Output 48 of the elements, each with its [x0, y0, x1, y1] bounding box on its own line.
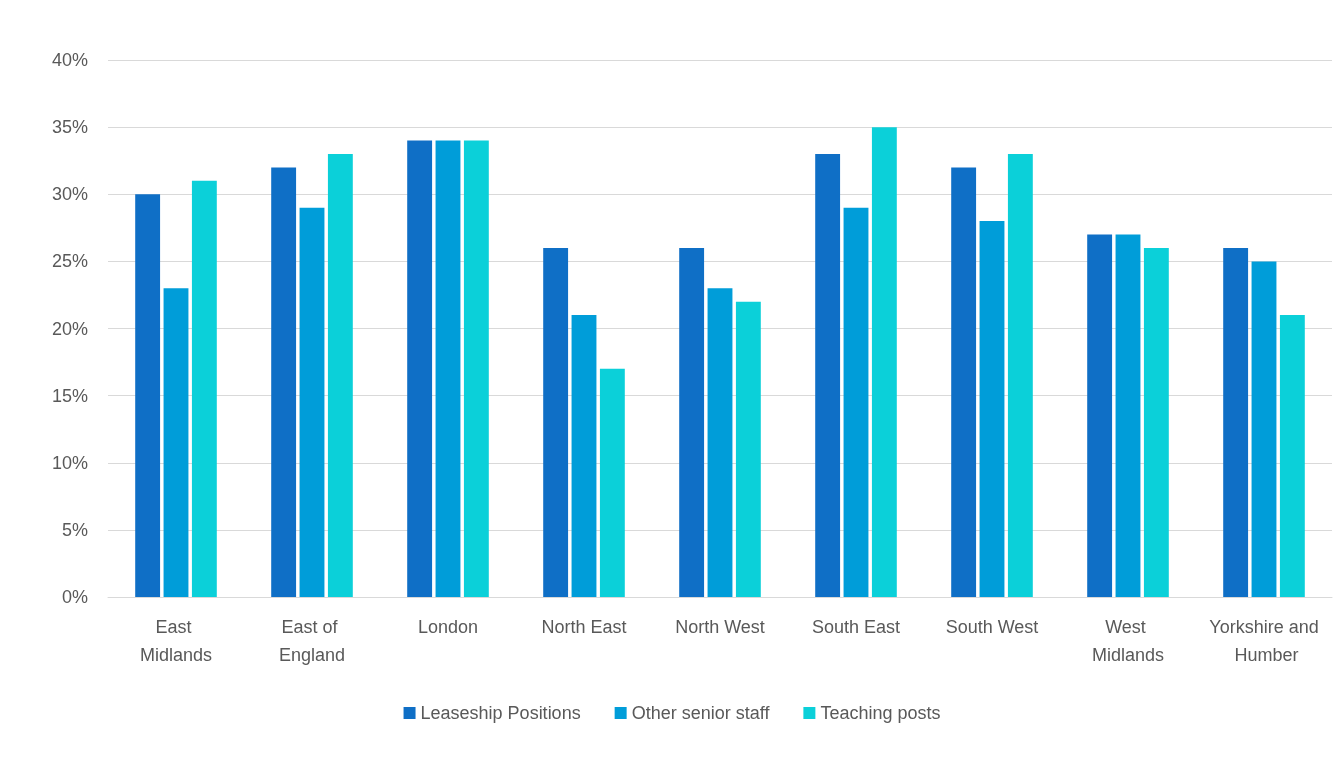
- bar: [1007, 153, 1033, 597]
- bar: [1143, 247, 1169, 597]
- bar: [135, 194, 161, 597]
- bar: [843, 207, 869, 597]
- x-tick-label: East of England: [278, 617, 346, 665]
- x-tick-label: North East: [541, 617, 627, 637]
- bar: [1115, 234, 1141, 597]
- y-tick-label: 25%: [51, 251, 88, 272]
- bar: [815, 153, 841, 597]
- bar: [1087, 234, 1113, 597]
- y-tick-label: 30%: [51, 184, 88, 205]
- bar: [299, 207, 325, 597]
- bar: [571, 315, 597, 597]
- x-tick-label: South West: [945, 617, 1039, 637]
- x-tick-label: London: [417, 617, 479, 637]
- x-tick-label: West Midlands: [1091, 617, 1165, 665]
- bar: [1223, 247, 1249, 597]
- y-tick-label: 20%: [51, 318, 88, 339]
- bar: [435, 140, 461, 597]
- bar: [407, 140, 433, 597]
- bar: [599, 368, 625, 597]
- y-tick-label: 35%: [51, 117, 88, 138]
- bar: [191, 180, 217, 597]
- bar: [951, 167, 977, 597]
- bar: [1251, 261, 1277, 597]
- legend-label: Other senior staff: [631, 703, 771, 723]
- bar: [463, 140, 489, 597]
- y-tick-label: 40%: [51, 50, 88, 70]
- legend-label: Leaseship Positions: [420, 703, 581, 723]
- legend-label: Teaching posts: [820, 703, 941, 723]
- x-tick-label: East Midlands: [139, 617, 213, 665]
- bar: [543, 247, 569, 597]
- bar: [679, 247, 705, 597]
- y-tick-label: 15%: [51, 385, 88, 406]
- x-tick-label: Yorkshire and Humber: [1209, 617, 1319, 665]
- bar: [735, 301, 761, 597]
- y-tick-label: 0%: [61, 587, 88, 607]
- bar: [163, 288, 189, 597]
- y-tick-label: 5%: [61, 519, 88, 540]
- y-tick-label: 10%: [51, 452, 88, 473]
- bar: [871, 127, 897, 597]
- bar: [271, 167, 297, 597]
- bar: [327, 153, 353, 597]
- bar: [1279, 315, 1305, 597]
- x-tick-label: South East: [811, 617, 901, 637]
- x-tick-label: North West: [675, 617, 765, 637]
- bar: [707, 288, 733, 597]
- bar: [979, 221, 1005, 597]
